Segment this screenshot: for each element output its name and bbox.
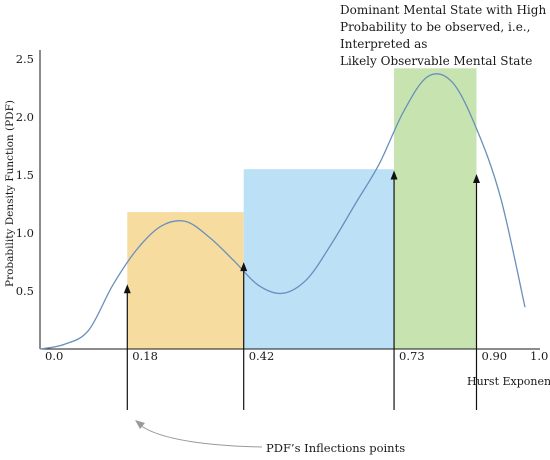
x-tick-label: 0.90 xyxy=(482,349,508,363)
inflection-arrowhead xyxy=(240,262,248,272)
axes xyxy=(39,50,540,350)
x-tick-label: 0.73 xyxy=(399,349,425,363)
y-axis-label: Probability Density Function (PDF) xyxy=(4,100,16,287)
x-tick-label: 0.42 xyxy=(249,349,275,363)
region-1 xyxy=(127,212,244,349)
x-tick-labels: 0.0 0.18 0.42 0.73 0.90 1.0 xyxy=(45,349,548,363)
dominant-state-annotation: Dominant Mental State with High Probabil… xyxy=(340,3,546,68)
region-3 xyxy=(394,68,477,349)
inflection-callout-arrow xyxy=(139,424,263,448)
dominant-line-2: Probability to be observed, i.e., xyxy=(340,20,530,34)
y-tick-labels: 0.5 1.0 1.5 2.0 2.5 xyxy=(16,52,34,298)
y-tick-label: 0.5 xyxy=(16,284,34,298)
y-tick-label: 2.0 xyxy=(16,110,34,124)
mental-state-regions xyxy=(127,68,477,349)
inflection-arrows xyxy=(123,170,480,410)
inflection-callout-arrowhead xyxy=(135,420,145,429)
dominant-line-4: Likely Observable Mental State xyxy=(340,54,532,68)
region-2 xyxy=(243,169,395,349)
dominant-line-1: Dominant Mental State with High xyxy=(340,3,546,17)
inflection-arrowhead xyxy=(123,284,131,294)
inflection-arrowhead xyxy=(473,174,480,183)
x-axis-label: Hurst Exponent xyxy=(467,375,550,388)
x-tick-label: 0.18 xyxy=(132,349,158,363)
y-tick-label: 1.0 xyxy=(16,226,34,240)
y-tick-label: 2.5 xyxy=(16,52,34,66)
dominant-line-3: Interpreted as xyxy=(340,37,427,51)
inflection-arrowhead xyxy=(390,170,398,180)
x-tick-label: 0.0 xyxy=(45,349,63,363)
inflection-points-label: PDF’s Inflections points xyxy=(266,441,405,455)
x-tick-label: 1.0 xyxy=(530,349,548,363)
y-tick-label: 1.5 xyxy=(16,168,34,182)
pdf-curve xyxy=(39,73,526,350)
